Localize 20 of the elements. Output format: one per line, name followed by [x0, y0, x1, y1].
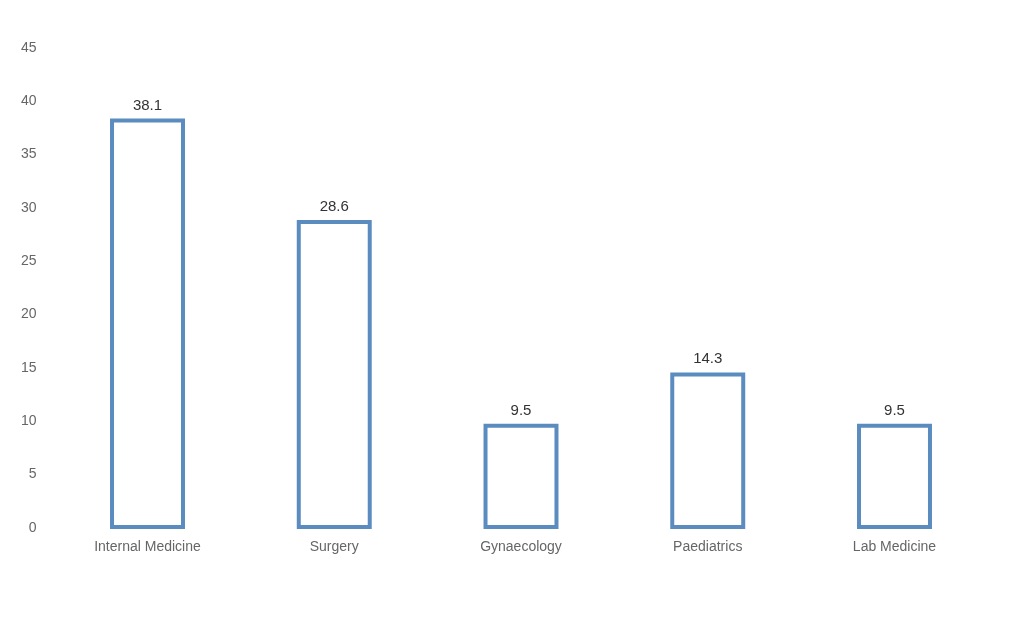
y-tick-label: 45: [20, 38, 37, 55]
x-tick-label: Gynaecology: [480, 537, 562, 554]
data-label: 9.5: [884, 400, 905, 418]
y-tick-label: 35: [20, 145, 37, 162]
y-tick-label: 15: [20, 358, 37, 375]
y-tick-label: 25: [20, 251, 37, 268]
x-tick-label: Surgery: [309, 537, 359, 554]
y-tick-label: 5: [28, 465, 37, 482]
data-label: 28.6: [319, 196, 349, 214]
x-tick-label: Paediatrics: [673, 537, 743, 554]
y-tick-label: 10: [20, 411, 37, 428]
y-tick-label: 0: [28, 518, 37, 535]
data-label: 38.1: [132, 95, 163, 113]
x-tick-label: Lab Medicine: [852, 537, 937, 554]
data-label: 9.5: [510, 400, 532, 418]
y-tick-label: 20: [20, 305, 37, 322]
x-tick-label: Internal Medicine: [94, 537, 202, 554]
y-tick-label: 30: [20, 198, 37, 215]
y-tick-label: 40: [20, 91, 37, 108]
data-label: 14.3: [693, 349, 723, 367]
